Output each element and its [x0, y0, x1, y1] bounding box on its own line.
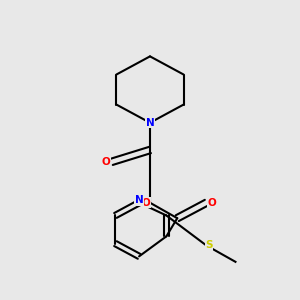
Text: O: O [102, 157, 111, 167]
Text: N: N [146, 118, 154, 128]
Text: O: O [142, 198, 150, 208]
Text: O: O [207, 198, 216, 208]
Text: N: N [135, 195, 143, 205]
Text: S: S [205, 241, 213, 250]
